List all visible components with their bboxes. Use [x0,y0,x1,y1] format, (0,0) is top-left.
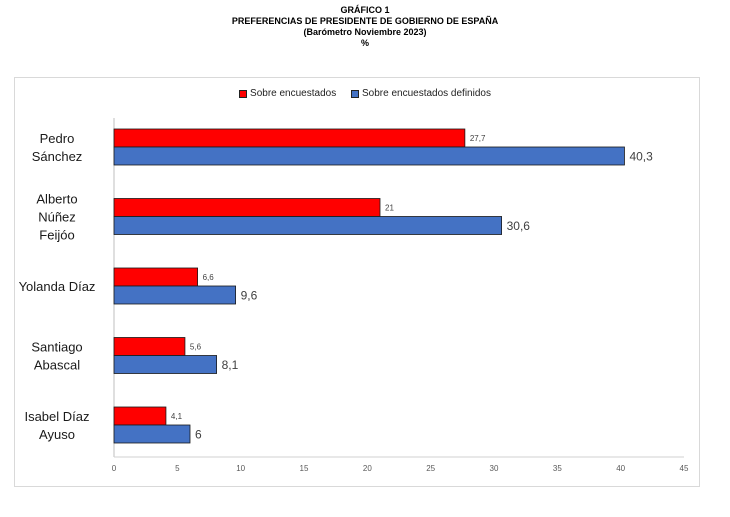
chart-title-line-3: (Barómetro Noviembre 2023) [303,27,427,37]
category-label-1-2: Feijóo [39,228,74,243]
category-label-3-0: Santiago [31,340,82,355]
legend-swatch-series-2 [350,89,359,98]
chart-title-line-1: GRÁFICO 1 [340,5,390,15]
data-label-2-2: 9,6 [241,289,258,303]
bar-1-4 [113,406,167,426]
bar-2-0 [113,146,625,166]
bar-1-3 [113,337,186,356]
x-tick-label-1: 5 [175,464,180,473]
chart-legend: Sobre encuestados Sobre encuestados defi… [0,88,730,101]
data-label-1-1: 21 [385,204,394,213]
bar-1-2 [113,267,198,287]
legend-swatch-series-1 [239,89,248,98]
bar-1-0 [113,128,466,148]
data-label-2-0: 40,3 [629,150,653,164]
legend-label-series-1: Sobre encuestados [250,88,337,99]
category-label-4-0: Isabel Díaz [24,409,89,424]
bar-1-1 [113,198,381,217]
x-tick-label-7: 35 [553,464,562,473]
x-tick-label-3: 15 [300,464,309,473]
bar-2-2 [113,285,236,305]
chart-frame [14,77,700,487]
bar-2-1 [113,216,503,235]
data-label-2-4: 6 [195,428,202,442]
data-label-1-4: 4,1 [171,412,183,421]
category-label-3-1: Abascal [34,358,80,373]
data-label-1-0: 27,7 [470,134,486,143]
data-label-2-1: 30,6 [507,219,531,233]
x-tick-label-5: 25 [426,464,435,473]
data-label-1-2: 6,6 [203,273,215,282]
category-label-0-1: Sánchez [32,149,83,164]
legend-item-series-2: Sobre encuestados definidos [350,88,491,99]
category-label-1-0: Alberto [36,192,77,207]
category-label-2-0: Yolanda Díaz [19,279,96,294]
chart-title-line-4: % [360,38,369,48]
bar-2-3 [113,355,217,374]
x-tick-label-0: 0 [112,464,117,473]
x-tick-label-4: 20 [363,464,372,473]
category-label-4-1: Ayuso [39,427,75,442]
data-label-2-3: 8,1 [222,358,239,372]
x-tick-label-2: 10 [236,464,245,473]
legend-item-series-1: Sobre encuestados [239,88,336,99]
legend-label-series-2: Sobre encuestados definidos [361,88,491,99]
bar-2-4 [113,424,191,444]
category-label-1-1: Núñez [38,210,76,225]
data-label-1-3: 5,6 [190,343,202,352]
chart-title-line-2: PREFERENCIAS DE PRESIDENTE DE GOBIERNO D… [231,16,499,26]
x-tick-label-9: 45 [680,464,689,473]
chart-title-block: GRÁFICO 1 PREFERENCIAS DE PRESIDENTE DE … [0,0,730,49]
x-tick-label-6: 30 [490,464,499,473]
x-tick-label-8: 40 [616,464,625,473]
category-label-0-0: Pedro [40,131,75,146]
